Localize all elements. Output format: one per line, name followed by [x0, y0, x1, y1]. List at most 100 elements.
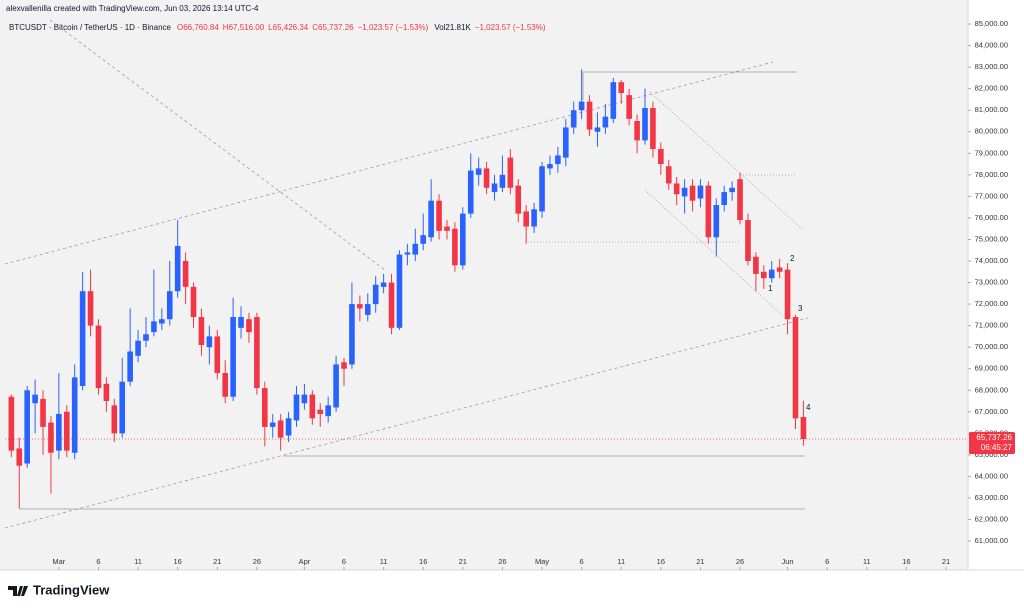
candle-body: [792, 317, 799, 419]
candle-body: [491, 183, 498, 193]
price-tag-value: 65,737.26: [976, 433, 1012, 442]
y-tick-label: 73,000.00: [975, 278, 1008, 287]
y-tick-label: 71,000.00: [975, 321, 1008, 330]
candle-body: [349, 304, 355, 365]
candle-body: [460, 213, 466, 266]
candle-body: [412, 243, 419, 255]
candle-body: [634, 120, 640, 141]
x-tick-label: 6: [96, 557, 100, 566]
legend-high: H67,516.00: [223, 23, 265, 32]
candle-body: [658, 148, 664, 165]
candle-body: [578, 101, 585, 111]
x-tick-label: 26: [498, 557, 506, 566]
candle-body: [143, 334, 149, 341]
wave-label: 1: [768, 284, 773, 293]
candle-body: [16, 448, 23, 466]
x-tick-label: 16: [657, 557, 665, 566]
candle-body: [404, 252, 411, 255]
candle-body: [689, 185, 696, 201]
lower-channel: [4, 317, 809, 529]
candle-body: [737, 179, 743, 221]
candles: [8, 69, 807, 509]
candle-body: [309, 394, 316, 419]
x-tick-label: 21: [696, 557, 704, 566]
legend-open: O66,760.84: [177, 23, 219, 32]
candle-body: [269, 422, 276, 427]
candle-body: [40, 398, 46, 427]
y-tick-label: 77,000.00: [975, 191, 1008, 200]
legend-volume-change: −1,023.57 (−1.53%): [475, 23, 546, 32]
price-tag: [969, 432, 1015, 455]
candle-body: [483, 168, 490, 188]
candle-body: [285, 418, 292, 436]
y-tick-label: 79,000.00: [975, 148, 1008, 157]
x-tick-label: 11: [863, 557, 871, 566]
wave-label: 3: [798, 304, 803, 313]
candle-body: [761, 271, 767, 279]
candle-body: [800, 416, 807, 440]
candle-body: [665, 166, 672, 184]
candle-body: [63, 411, 70, 451]
candle-body: [293, 394, 300, 421]
falling-channel: [649, 91, 804, 231]
candle-body: [301, 394, 308, 404]
plot-background: [0, 0, 968, 570]
candle-body: [174, 245, 181, 292]
candle-body: [317, 409, 324, 414]
candle-body: [594, 127, 601, 132]
candle-body: [372, 284, 379, 305]
y-tick-label: 84,000.00: [975, 41, 1008, 50]
x-tick-label: May: [535, 557, 549, 566]
candle-body: [166, 291, 173, 320]
brand-name: TradingView: [33, 582, 110, 597]
x-tick-label: 11: [380, 557, 388, 566]
y-tick-label: 68,000.00: [975, 385, 1008, 394]
candle-body: [523, 211, 529, 227]
y-tick-label: 62,000.00: [975, 515, 1008, 524]
candle-body: [436, 200, 442, 231]
candle-body: [475, 168, 482, 175]
x-tick-label: Apr: [299, 557, 311, 566]
x-tick-label: 11: [134, 557, 142, 566]
x-tick-label: 16: [174, 557, 182, 566]
legend-change: −1,023.57 (−1.53%): [358, 23, 429, 32]
candle-body: [650, 108, 656, 149]
candle-body: [428, 200, 434, 238]
candle-body: [8, 396, 15, 451]
candle-body: [87, 291, 94, 326]
candle-body: [182, 261, 189, 287]
candle-body: [539, 166, 545, 212]
candle-body: [610, 82, 617, 119]
y-tick-label: 63,000.00: [975, 493, 1008, 502]
candle-body: [626, 95, 632, 119]
candle-body: [420, 235, 427, 244]
x-tick-label: 6: [825, 557, 829, 566]
candle-body: [341, 362, 347, 369]
candle-body: [467, 170, 474, 214]
candle-body: [246, 319, 252, 333]
candle-body: [396, 254, 403, 328]
y-tick-label: 69,000.00: [975, 364, 1008, 373]
candle-body: [24, 390, 30, 464]
candle-body: [713, 205, 720, 238]
wave-label: 2: [790, 254, 795, 263]
candle-body: [119, 381, 126, 434]
candle-body: [71, 377, 78, 453]
candle-body: [325, 405, 331, 417]
candle-body: [357, 304, 363, 309]
x-tick-label: Mar: [52, 557, 65, 566]
y-tick-label: 83,000.00: [975, 62, 1008, 71]
brand-logo: [8, 586, 28, 596]
candle-body: [753, 256, 759, 274]
candle-body: [547, 164, 553, 169]
x-tick-label: 6: [580, 557, 584, 566]
candle-body: [444, 226, 450, 231]
candle-body: [586, 101, 593, 130]
candle-body: [784, 269, 791, 320]
y-tick-label: 80,000.00: [975, 127, 1008, 136]
drawings: [4, 19, 809, 529]
legend-low: L65,426.34: [268, 23, 309, 32]
x-tick-label: 26: [736, 557, 744, 566]
candle-body: [531, 209, 537, 227]
